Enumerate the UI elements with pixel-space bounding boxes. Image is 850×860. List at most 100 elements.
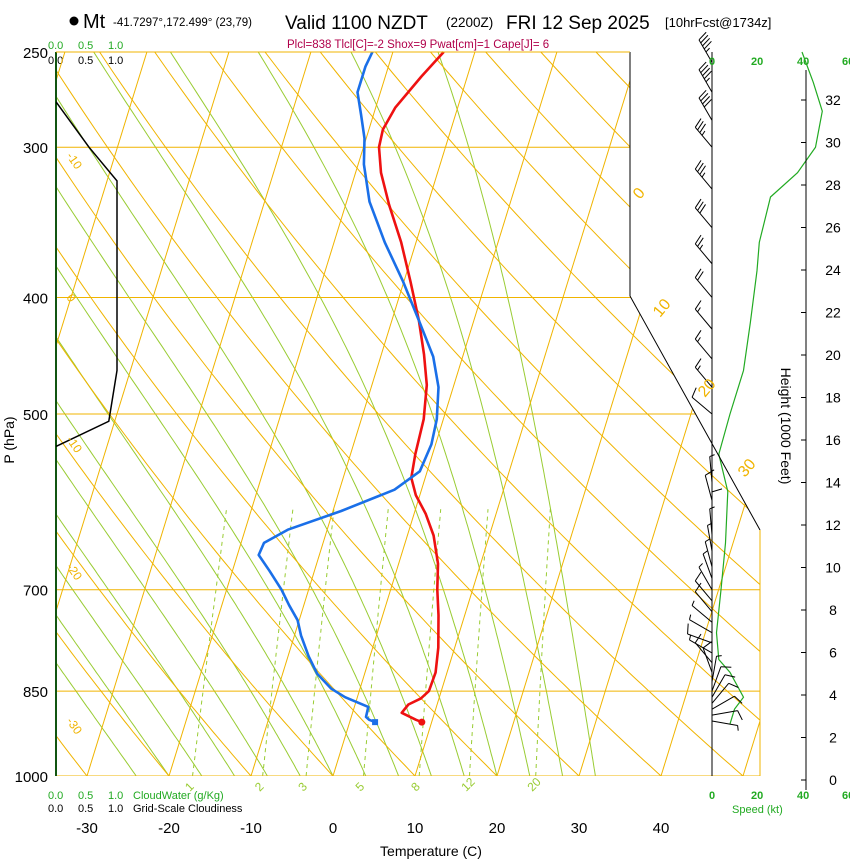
speed-top-tick: 20 — [751, 56, 763, 68]
wind-barb — [694, 300, 713, 330]
speed-bottom-tick: 60 — [842, 790, 850, 802]
wind-barb-staff — [698, 97, 713, 121]
mixing-ratio-label: 12 — [458, 775, 478, 795]
wind-barb-flag — [691, 600, 695, 606]
dry-adiabat-line — [375, 52, 760, 776]
wind-barb-staff — [704, 541, 713, 567]
wind-barb-flag — [694, 160, 702, 170]
height-tick-label: 10 — [825, 560, 841, 576]
temperature-tick-label: 20 — [489, 820, 506, 837]
wind-barb-staff — [694, 168, 713, 190]
height-tick-label: 18 — [825, 390, 841, 406]
moist-adiabat-line — [56, 564, 203, 776]
isotherm-label: -10 — [64, 150, 86, 173]
isotherm-line — [168, 52, 394, 776]
speed-axis-label: Speed (kt) — [732, 804, 783, 816]
chart-title-date: FRI 12 Sep 2025 — [506, 13, 650, 34]
surface-dewpoint-marker — [372, 719, 379, 726]
wind-barb — [694, 330, 713, 360]
mixing-ratio-label: 5 — [353, 779, 368, 794]
height-tick-label: 30 — [825, 135, 841, 151]
wind-barb-flag — [716, 655, 722, 657]
wind-barb-flag — [737, 710, 743, 721]
wind-barb-staff — [694, 126, 713, 148]
dry-adiabat-line — [319, 52, 760, 776]
pressure-tick-label: 250 — [23, 45, 48, 62]
temperature-tick-label: 30 — [571, 820, 588, 837]
temperature-tick-label: -30 — [76, 820, 98, 837]
pressure-tick-label: 500 — [23, 407, 48, 424]
dry-adiabat-line — [56, 52, 690, 776]
dry-adiabat-line — [595, 52, 760, 776]
wind-barb-staff — [711, 710, 738, 716]
wind-barb — [698, 61, 713, 93]
surface-temperature-marker — [418, 718, 426, 726]
pressure-tick-label: 400 — [23, 290, 48, 307]
wind-barb-flag — [705, 469, 715, 476]
mixing-ratio-line — [305, 509, 335, 776]
height-tick-label: 24 — [825, 262, 841, 278]
wind-barb-staff — [694, 277, 713, 298]
wind-barb-flag — [698, 31, 707, 41]
wind-barb — [704, 469, 715, 501]
station-name: Mt — [83, 11, 106, 33]
wind-barb-staff — [711, 666, 722, 692]
temperature-tick-label: 40 — [653, 820, 670, 837]
panel-boundary-line — [629, 52, 761, 531]
wind-barb-flag — [688, 634, 692, 641]
wind-barb — [704, 538, 713, 567]
wind-barb-flag — [694, 300, 702, 310]
wind-barb-flag — [698, 563, 703, 568]
height-tick-label: 14 — [825, 475, 841, 491]
wind-barb-flag — [699, 165, 706, 175]
moist-adiabat-line — [257, 52, 531, 776]
wind-barb-flag — [702, 96, 711, 105]
dry-adiabat-line — [264, 52, 760, 776]
cloudiness-bottom-tick: 0.5 — [78, 803, 93, 815]
cloudiness-legend: Grid-Scale Cloudiness — [133, 803, 243, 815]
wind-barb-flag — [700, 34, 709, 44]
cloudwater-bottom-tick: 0.5 — [78, 790, 93, 802]
wind-barb-staff — [694, 207, 713, 229]
wind-barb — [688, 614, 713, 634]
wind-barb-flag — [687, 623, 689, 635]
adiabat-label: 0 — [630, 185, 649, 203]
dry-adiabat-line — [56, 52, 357, 776]
wind-barb-staff — [694, 642, 713, 664]
speed-top-tick: 60 — [842, 56, 850, 68]
parcel-info: Plcl=838 Tlcl[C]=-2 Shox=9 Pwat[cm]=1 Ca… — [287, 39, 549, 51]
wind-barb-flag — [734, 695, 743, 704]
wind-barb-staff — [709, 456, 713, 483]
wind-barb-flag — [702, 641, 712, 649]
wind-barb-staff — [698, 69, 713, 93]
wind-barb-flag — [697, 365, 701, 371]
pressure-tick-label: 1000 — [15, 769, 48, 786]
wind-barb-flag — [697, 162, 704, 173]
wind-barb — [694, 160, 713, 190]
cloud-scale-top: 0.0 0.5 1.0 0.0 0.5 1.0 — [48, 40, 123, 67]
wind-barb-staff — [691, 396, 713, 415]
wind-barb-flag — [709, 454, 715, 457]
chart-axes: 1 2 3 5 8 12 20-100-10-20-30010203025030040050… — [15, 45, 841, 837]
wind-barb-staff — [711, 695, 735, 710]
wind-barb-flag — [699, 244, 704, 250]
isotherm-line — [742, 52, 760, 776]
chart-title-forecast: [10hrFcst@1734z] — [665, 15, 771, 30]
chart-title-valid: Valid 1100 NZDT — [285, 13, 428, 34]
moist-adiabat-line — [56, 265, 367, 776]
speed-bottom-tick: 0 — [709, 790, 715, 802]
wind-barb-staff — [706, 525, 713, 552]
dry-adiabat-line — [56, 52, 524, 776]
wind-barb — [694, 268, 713, 298]
dry-adiabat-line — [56, 52, 274, 776]
dewpoint-line — [257, 51, 440, 724]
wind-barb-staff — [711, 674, 726, 698]
wind-barb-flag — [694, 268, 702, 278]
wind-barb-flag — [720, 666, 732, 668]
station-coords: -41.7297°,172.499° (23,79) — [113, 17, 252, 29]
wind-barb-flag — [694, 582, 702, 592]
wind-barb-flag — [737, 725, 739, 731]
wind-barb — [702, 641, 713, 673]
moist-adiabat-line — [56, 513, 236, 776]
wind-barb-flag — [697, 307, 701, 313]
